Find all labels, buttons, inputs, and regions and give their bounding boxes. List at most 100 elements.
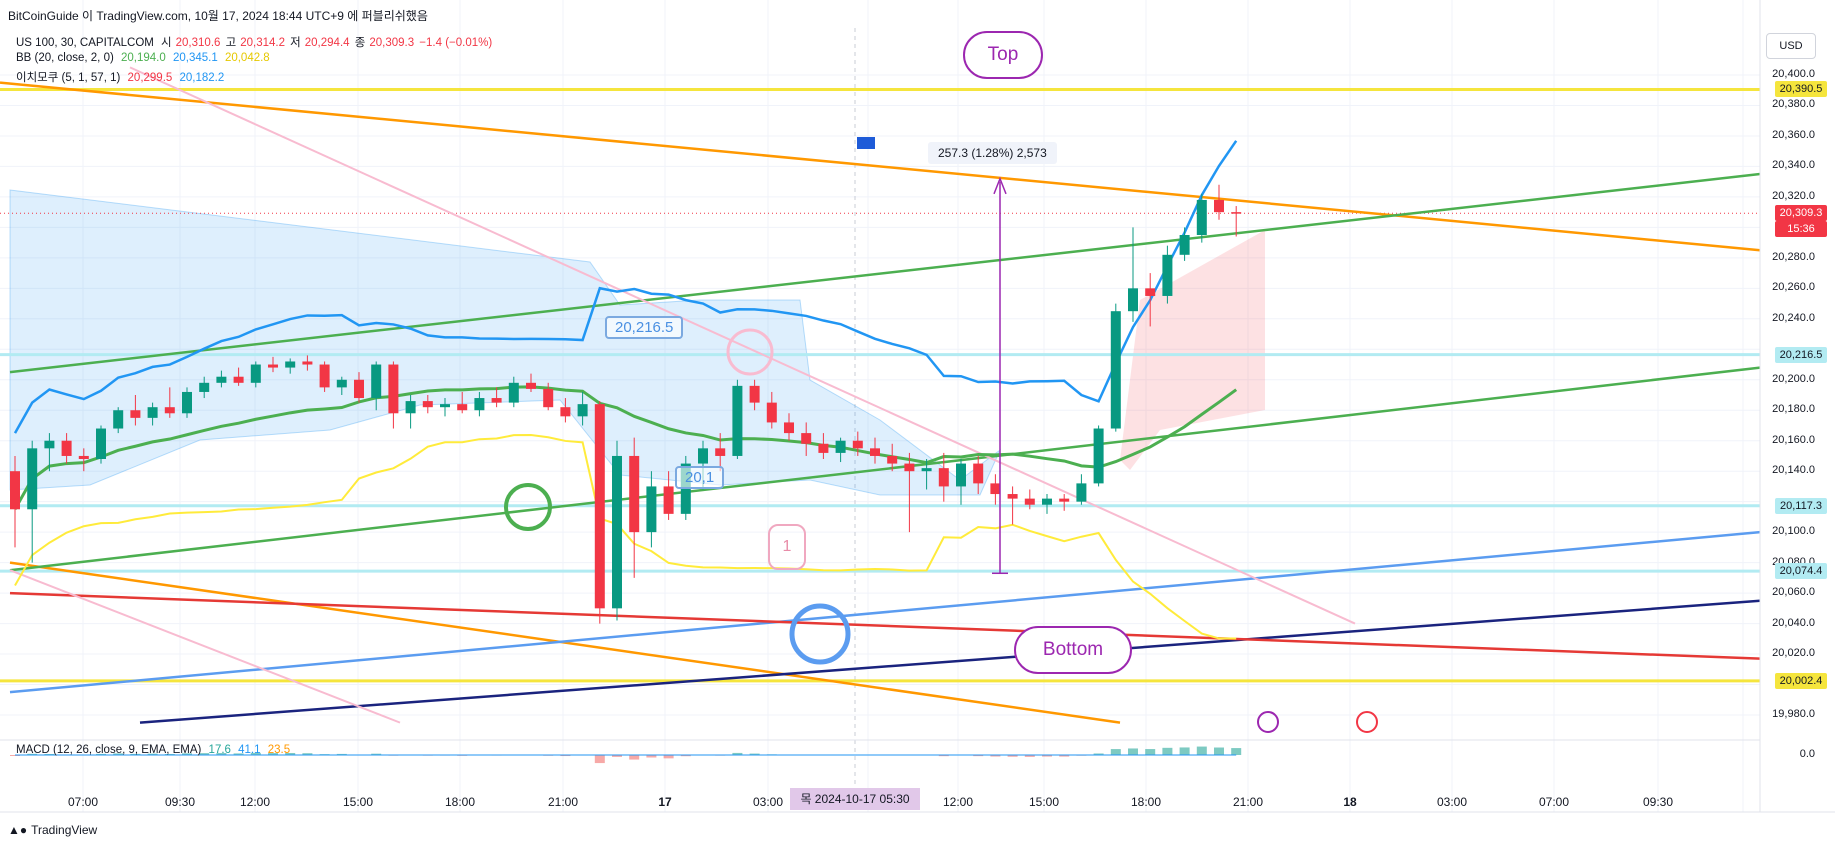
candle-body — [164, 407, 175, 414]
macd-histogram-bar — [1059, 755, 1070, 757]
bb-legend[interactable]: BB (20, close, 2, 0) 20,194.0 20,345.1 2… — [16, 52, 274, 64]
candle — [766, 391, 777, 429]
price-tick-label: 20,240.0 — [1772, 311, 1815, 324]
time-tick-label: 03:00 — [752, 795, 784, 809]
close-label: 종 — [354, 37, 366, 49]
number-badge[interactable]: 1 — [768, 524, 806, 570]
candle-body — [594, 404, 605, 609]
price-tick-label: 20,340.0 — [1772, 159, 1815, 172]
candle-body — [1179, 235, 1190, 255]
measure-arrowhead — [993, 176, 1007, 195]
candle-body — [698, 448, 708, 464]
low-label: 저 — [290, 37, 301, 49]
symbol-legend[interactable]: US 100, 30, CAPITALCOM 시 20,310.6 고 20,314… — [16, 34, 496, 50]
price-range-measure[interactable]: 257.3 (1.28%) 2,573 — [928, 142, 1057, 164]
candle-body — [354, 379, 364, 399]
time-tick-label: 09:30 — [1642, 795, 1674, 809]
currency-button[interactable]: USD — [1766, 33, 1816, 59]
price-tick-label: 20,060.0 — [1772, 586, 1815, 599]
candle-body — [440, 404, 450, 408]
chart-grid — [0, 0, 1760, 812]
candle-body — [216, 376, 227, 383]
candle-body — [715, 448, 726, 456]
candle-body — [10, 471, 20, 510]
price-tick-label: 20,140.0 — [1772, 464, 1815, 477]
candle — [302, 355, 313, 371]
event-icon — [1257, 711, 1279, 733]
ichimoku-legend[interactable]: 이치모쿠 (5, 1, 57, 1) 20,299.5 20,182.2 — [16, 69, 228, 85]
candle-body — [956, 463, 966, 487]
candle — [749, 379, 760, 411]
candle — [629, 437, 640, 578]
macd-histogram-bar — [302, 753, 313, 755]
candle — [1231, 206, 1242, 237]
candle-body — [1059, 498, 1070, 502]
price-tick-label: 20,040.0 — [1772, 616, 1815, 629]
candle-body — [388, 364, 399, 414]
trend-line — [9, 172, 1761, 374]
open-value: 20,310.6 — [175, 37, 221, 49]
candle — [938, 452, 949, 502]
price-callout-1[interactable]: 20,216.5 — [605, 316, 684, 339]
top-bubble[interactable]: Top — [963, 31, 1043, 79]
candle — [336, 376, 347, 395]
macd-histogram-bar — [182, 753, 192, 755]
candle-body — [113, 410, 124, 429]
macd-histogram-bar — [250, 752, 261, 755]
high-label: 고 — [225, 37, 237, 49]
macd-histogram-bar — [1110, 749, 1121, 755]
price-tick-label: 20,400.0 — [1772, 68, 1815, 80]
price-tick-label: 20,280.0 — [1772, 250, 1815, 263]
candle-body — [938, 468, 949, 487]
chart-drawings — [504, 137, 1378, 733]
trend-line — [129, 66, 1356, 625]
candle — [474, 391, 485, 417]
candle-body — [1162, 254, 1173, 296]
macd-histogram-bar — [1214, 747, 1224, 755]
price-tick-label: 19,980.0 — [1772, 708, 1815, 720]
candle — [784, 413, 794, 441]
candle-body — [182, 391, 192, 414]
ichimoku-value-b: 20,182.2 — [179, 72, 225, 84]
price-tick-label: 20,020.0 — [1772, 647, 1815, 660]
candle — [526, 373, 536, 392]
candle — [956, 459, 966, 505]
macd-histogram-bar — [594, 755, 605, 764]
candle-body — [801, 433, 812, 444]
bottom-bubble[interactable]: Bottom — [1014, 626, 1132, 674]
candle — [388, 361, 399, 429]
bb-basis-value: 20,194.0 — [121, 52, 166, 64]
time-tick-label: 12:00 — [942, 795, 974, 809]
candle-body — [371, 364, 382, 399]
macd-histogram-bar — [285, 752, 296, 755]
price-tag: 20,117.3 — [1775, 497, 1827, 514]
price-tag: 20,390.5 — [1775, 81, 1827, 98]
time-tick-label: 07:00 — [1538, 795, 1570, 809]
candle — [663, 471, 674, 520]
close-value: 20,309.3 — [369, 37, 415, 49]
macd-histogram-bar — [1231, 748, 1242, 755]
candle-body — [319, 364, 330, 388]
candle-body — [612, 455, 622, 609]
candle — [78, 448, 89, 472]
tradingview-footer[interactable]: ▲● TradingView — [8, 823, 97, 837]
price-tag: 15:36 — [1775, 221, 1827, 238]
candle-body — [921, 468, 932, 472]
bb-label: BB (20, close, 2, 0) — [16, 52, 114, 64]
macd-histogram-bar — [629, 755, 640, 760]
candle — [491, 387, 502, 408]
candle-body — [1214, 199, 1224, 213]
price-callout-2[interactable]: 20,1 — [675, 466, 725, 489]
macd-histogram-bar — [268, 753, 278, 755]
candle-body — [78, 455, 89, 459]
candle-body — [818, 443, 829, 453]
macd-signal-value: 23.5 — [267, 744, 291, 756]
candle — [61, 433, 72, 464]
candle — [835, 437, 846, 463]
candle-body — [147, 407, 158, 418]
time-tick-label: 21:00 — [547, 795, 579, 809]
macd-histogram-bar — [663, 755, 674, 759]
macd-legend[interactable]: MACD (12, 26, close, 9, EMA, EMA) 17.6 4… — [16, 744, 294, 756]
macd-histogram-bar — [27, 753, 38, 755]
